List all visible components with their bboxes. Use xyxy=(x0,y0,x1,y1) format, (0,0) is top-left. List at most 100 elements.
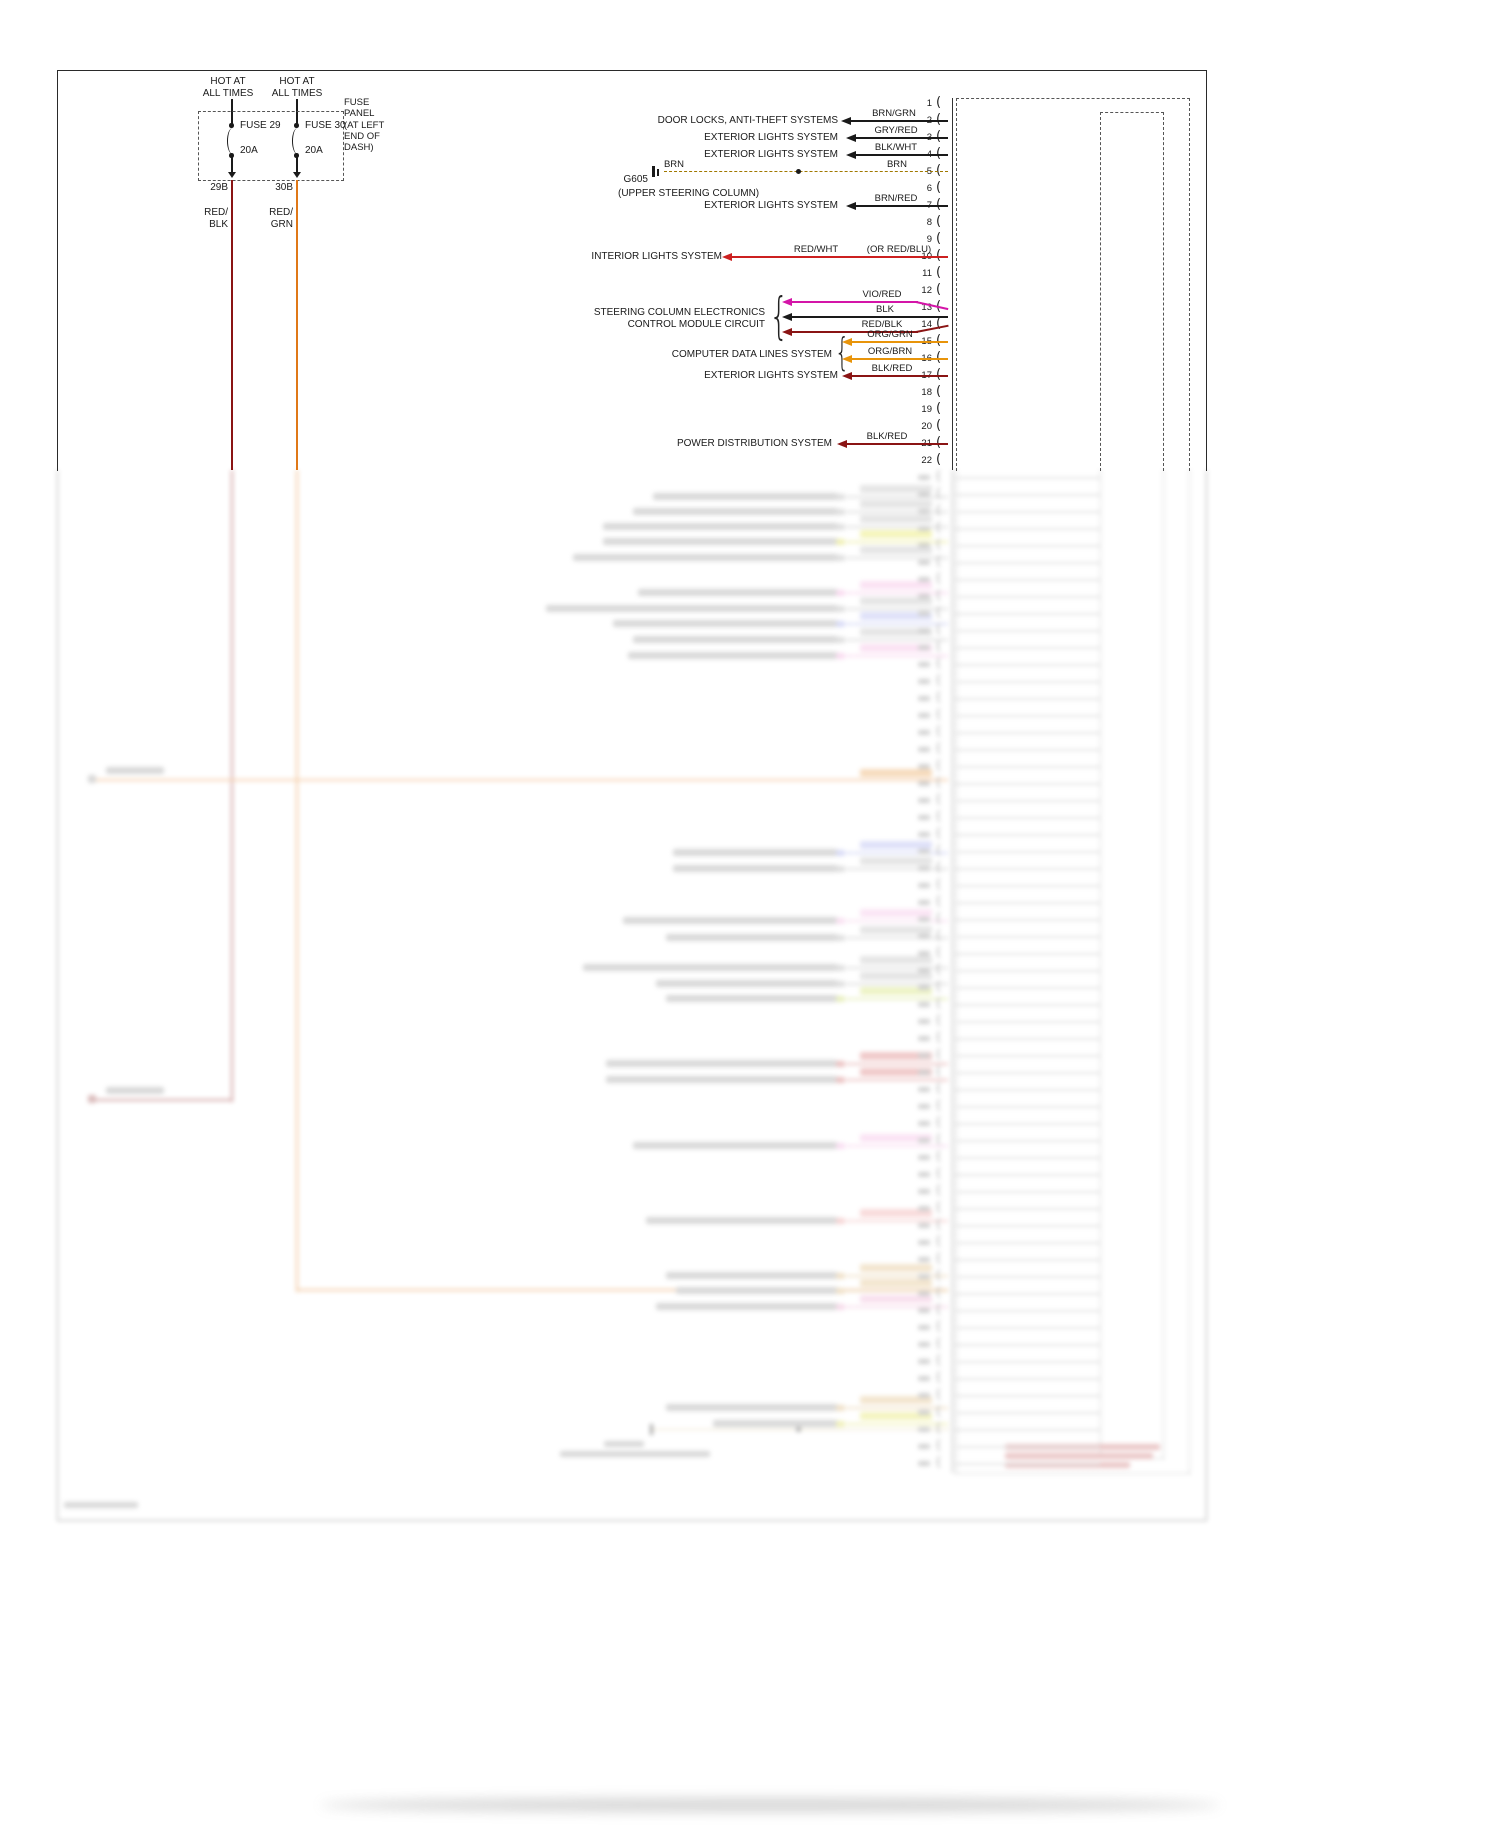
blurred-internal-wire xyxy=(955,970,1100,972)
blurred-wire-label xyxy=(860,546,932,554)
blurred-footer-text xyxy=(1005,1453,1153,1459)
red-blk-branch-wire xyxy=(95,1099,233,1101)
blurred-label xyxy=(666,995,838,1002)
pin-socket-icon: ( xyxy=(936,741,942,756)
blurred-label xyxy=(653,493,838,500)
pin-socket-icon: ( xyxy=(936,1268,942,1283)
blurred-wire-label xyxy=(860,857,932,865)
blurred-pin-number xyxy=(918,917,930,922)
pin-socket-icon: ( xyxy=(936,316,942,331)
blurred-internal-wire xyxy=(955,545,1100,547)
blurred-internal-wire xyxy=(955,1004,1100,1006)
system-ref-ext4: EXTERIOR LIGHTS SYSTEM xyxy=(704,370,838,381)
pin-socket-icon: ( xyxy=(936,469,942,484)
blurred-label xyxy=(666,934,838,941)
wire-color-red-grn-label: RED/ GRN xyxy=(269,207,293,230)
pin-socket-icon: ( xyxy=(936,1183,942,1198)
blurred-internal-wire xyxy=(955,1293,1100,1295)
blurred-wire xyxy=(846,983,948,985)
blurred-internal-wire xyxy=(955,528,1100,530)
blurred-internal-wire xyxy=(955,613,1100,615)
arrow-left-icon xyxy=(842,355,852,363)
blurred-wire-label xyxy=(860,1052,932,1060)
blurred-wire-label xyxy=(860,1134,932,1142)
blurred-pin-number xyxy=(918,560,930,565)
pin-socket-icon: ( xyxy=(936,249,941,263)
blurred-label xyxy=(613,620,838,627)
pin-socket-icon: ( xyxy=(936,571,942,586)
blurred-footer-text xyxy=(64,1502,138,1508)
pin-socket-icon: ( xyxy=(936,265,942,280)
pin-socket-icon: ( xyxy=(936,503,942,518)
blurred-arrow xyxy=(836,1273,845,1279)
pin-socket-icon: ( xyxy=(936,928,942,943)
blurred-label xyxy=(546,605,838,612)
blurred-wire xyxy=(846,623,948,625)
orange-cross-wire xyxy=(95,779,948,781)
fuse30-element-icon xyxy=(292,128,303,154)
pin-socket-icon: ( xyxy=(936,996,942,1011)
red-grn-branch-wire xyxy=(297,1289,948,1291)
blurred-label xyxy=(623,917,838,924)
pin-socket-icon: ( xyxy=(936,537,942,552)
blurred-pin-number xyxy=(918,985,930,990)
pin-number: 9 xyxy=(926,234,932,245)
blurred-pin-number xyxy=(918,798,930,803)
blurred-footer-text xyxy=(1005,1444,1160,1450)
connector-inner-outline-cont xyxy=(1100,470,1164,1459)
blurred-internal-wire xyxy=(955,1157,1100,1159)
blurred-pin-number xyxy=(918,492,930,497)
blurred-label xyxy=(633,636,838,643)
blurred-wire-label xyxy=(860,1295,932,1303)
blurred-wire xyxy=(846,655,948,657)
pin-socket-icon: ( xyxy=(936,911,942,926)
blurred-label xyxy=(606,1076,838,1083)
blurred-arrow xyxy=(836,555,845,561)
pin-socket-icon: ( xyxy=(936,690,942,705)
blurred-internal-wire xyxy=(955,919,1100,921)
blurred-pin-number xyxy=(918,934,930,939)
blurred-pin-number xyxy=(918,1138,930,1143)
connector-outline-dashed xyxy=(956,98,1190,471)
wire-blk-red-2 xyxy=(845,443,948,445)
wire-label: BLK xyxy=(876,304,894,315)
blurred-arrow xyxy=(836,965,845,971)
wire-label: BLK/RED xyxy=(871,363,913,374)
pin-socket-icon: ( xyxy=(936,1013,942,1028)
pin-socket-icon: ( xyxy=(936,860,942,875)
blurred-internal-wire xyxy=(955,1225,1100,1227)
blurred-label xyxy=(628,652,838,659)
blurred-internal-wire xyxy=(955,511,1100,513)
blurred-offpage-arrow xyxy=(88,775,96,783)
fuse29-lead-bottom xyxy=(231,157,233,172)
ground-location-note: (UPPER STEERING COLUMN) xyxy=(618,188,760,199)
blurred-internal-wire xyxy=(955,562,1100,564)
pin-socket-icon: ( xyxy=(936,1234,942,1249)
blurred-label xyxy=(666,1272,838,1279)
blurred-pin-number xyxy=(918,1342,930,1347)
blurred-pin-number xyxy=(918,628,930,633)
wire-brn-red xyxy=(855,205,948,207)
blurred-internal-wire xyxy=(955,647,1100,649)
connector-outline-dashed-cont xyxy=(956,470,1190,1474)
blurred-internal-wire xyxy=(955,1395,1100,1397)
blurred-internal-wire xyxy=(955,596,1100,598)
pin-socket-icon: ( xyxy=(936,436,941,450)
ground-name: G605 xyxy=(623,174,648,185)
blurred-pin-number xyxy=(918,764,930,769)
fuse29-element-icon xyxy=(227,128,238,154)
blurred-pin-number xyxy=(918,815,930,820)
blurred-arrow xyxy=(836,1143,845,1149)
pin-socket-icon: ( xyxy=(936,1404,942,1419)
blurred-pin-number xyxy=(918,509,930,514)
diagram-frame-bottom xyxy=(57,470,1207,1521)
blurred-internal-wire xyxy=(955,1276,1100,1278)
blurred-internal-wire xyxy=(955,1344,1100,1346)
pin-socket-icon: ( xyxy=(936,113,941,127)
system-ref-interior: INTERIOR LIGHTS SYSTEM xyxy=(591,251,722,262)
pin-number: 18 xyxy=(921,387,932,398)
wire-blk-red xyxy=(850,375,948,377)
blurred-pin-number xyxy=(918,1189,930,1194)
blurred-pin-number xyxy=(918,1308,930,1313)
blurred-arrow xyxy=(836,637,845,643)
